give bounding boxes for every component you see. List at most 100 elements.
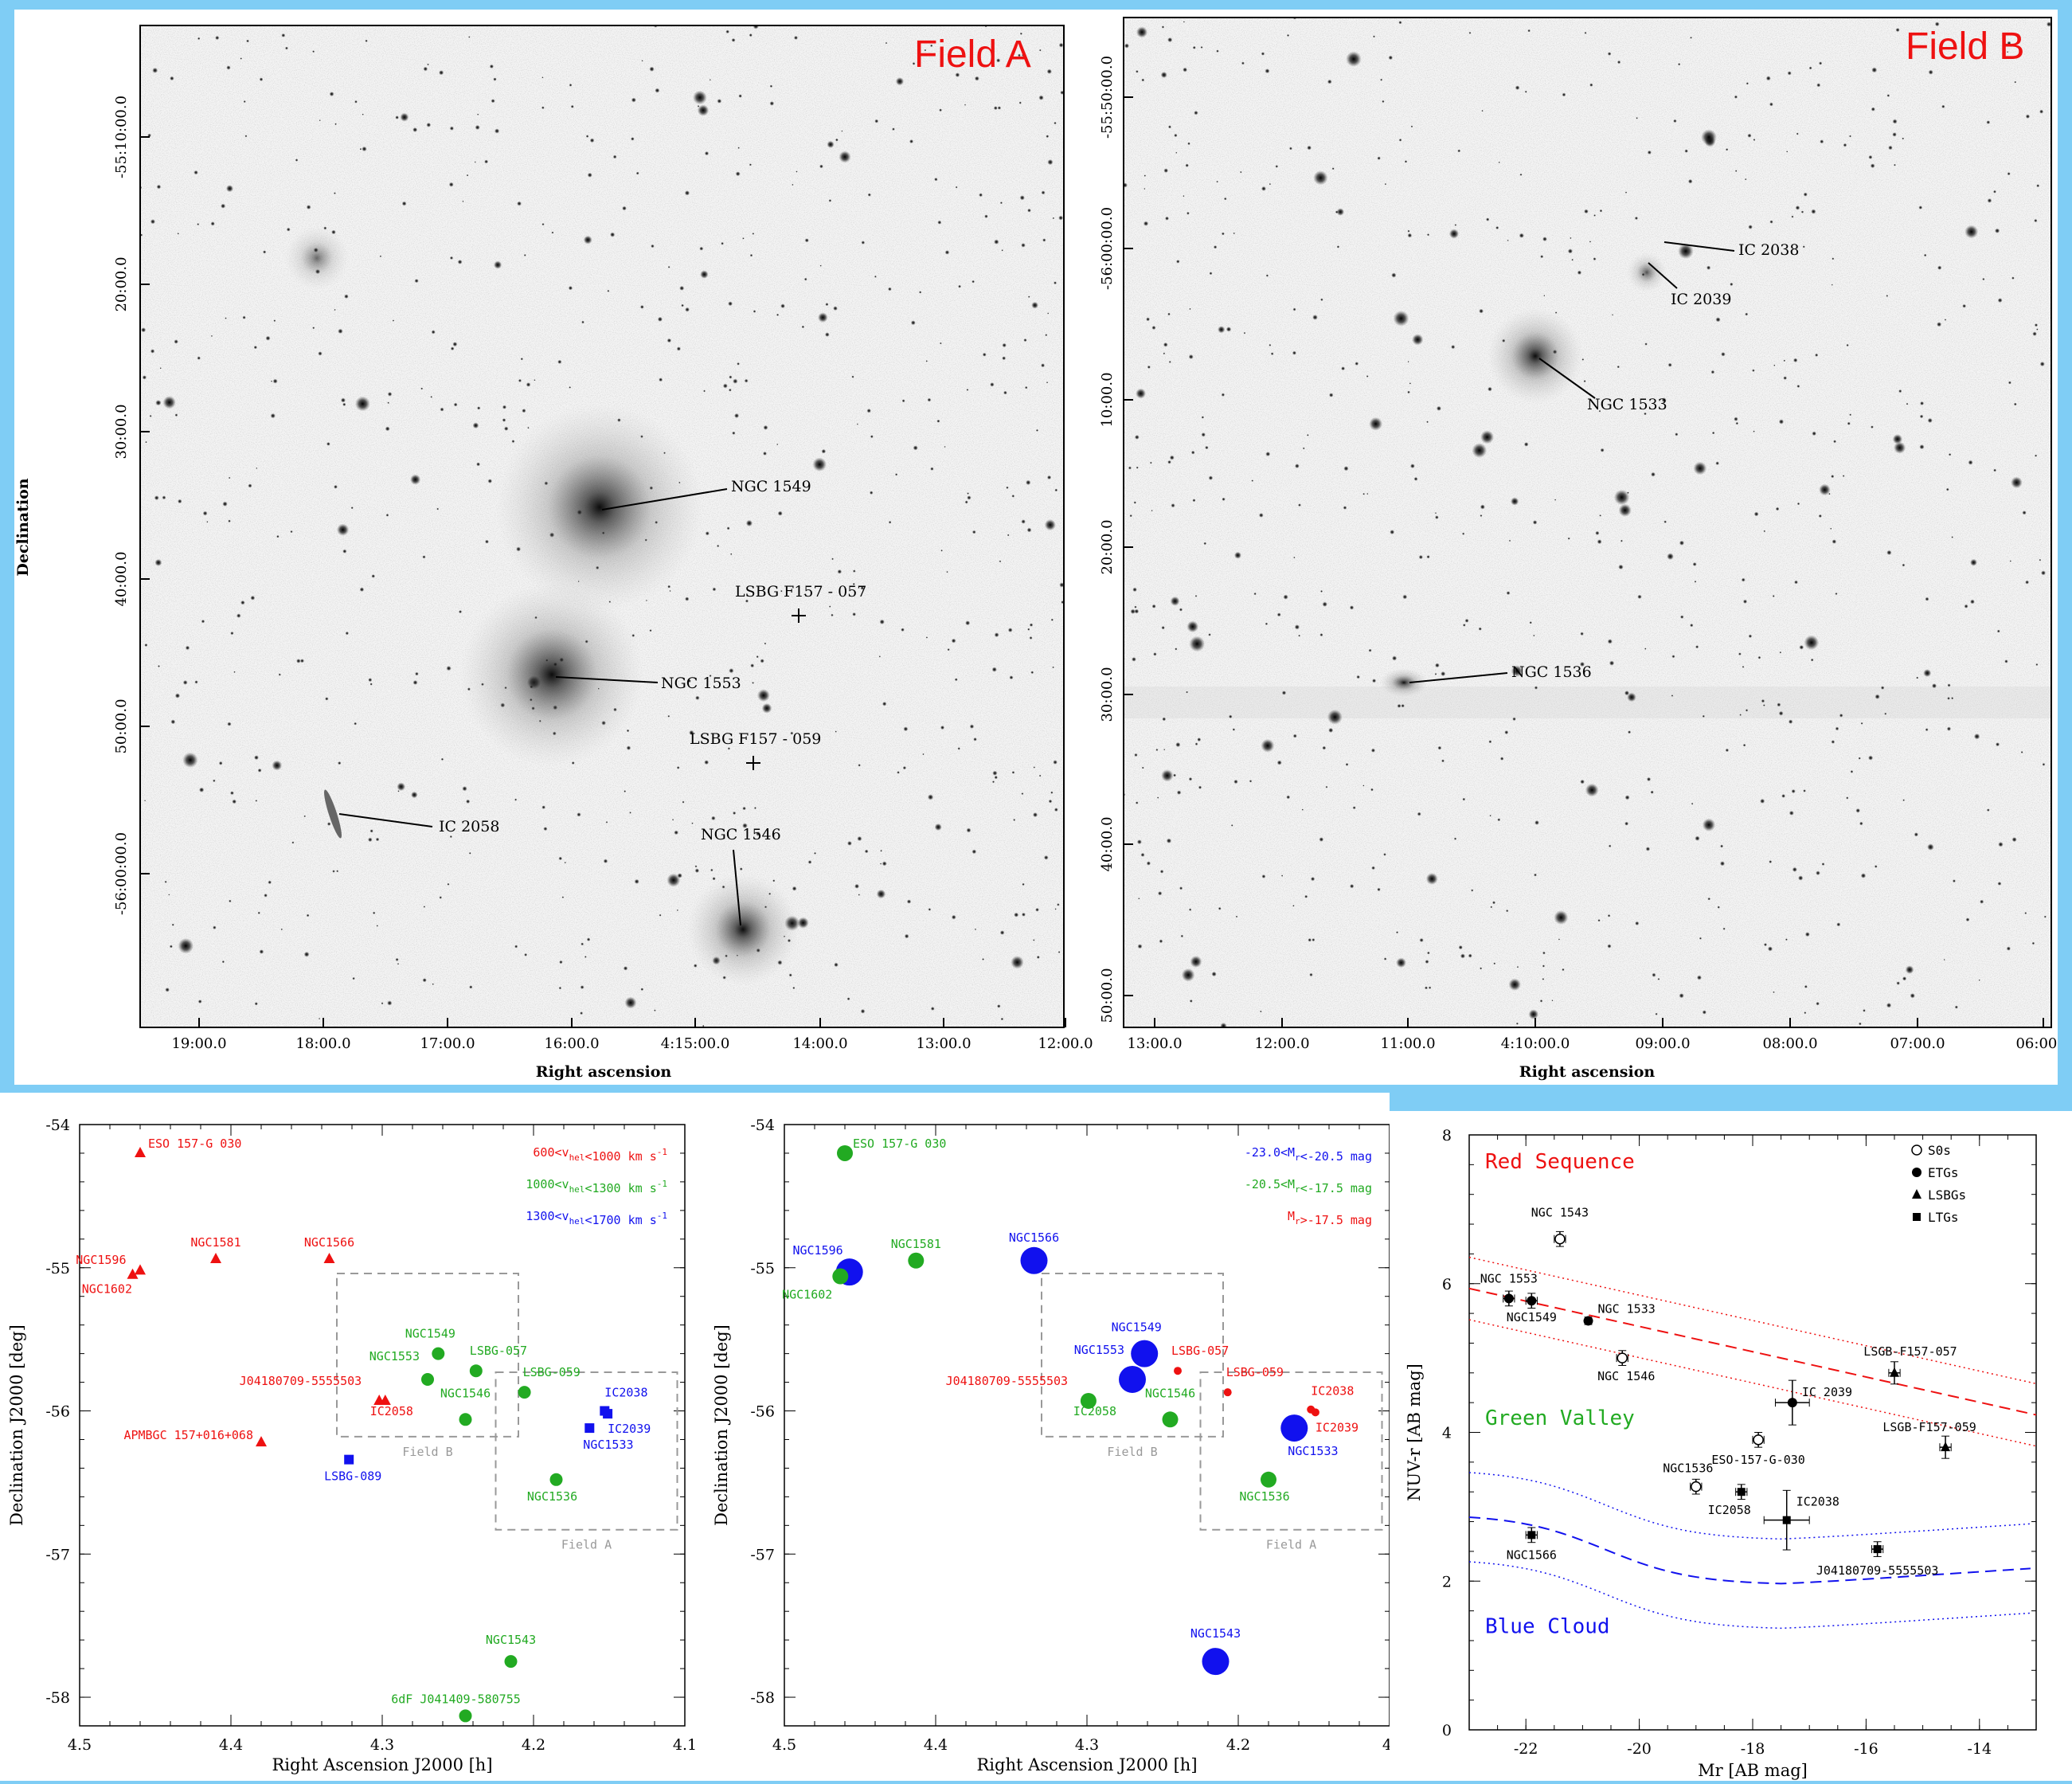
star: [1748, 634, 1753, 639]
star: [1609, 660, 1615, 666]
star: [1276, 760, 1282, 765]
star: [1362, 784, 1365, 787]
star: [280, 928, 283, 931]
data-point: [832, 1268, 849, 1285]
star: [866, 409, 871, 413]
star: [1634, 216, 1639, 221]
star: [1627, 491, 1629, 495]
star: [1189, 307, 1191, 311]
data-point: [1174, 1367, 1182, 1375]
star: [1831, 284, 1833, 286]
star: [991, 780, 995, 784]
star: [1931, 683, 1937, 689]
star: [1190, 955, 1202, 968]
star: [964, 104, 967, 106]
star: [1859, 1022, 1862, 1026]
star: [1480, 514, 1483, 518]
star: [1027, 208, 1031, 213]
star: [1498, 161, 1500, 164]
star: [1366, 375, 1369, 378]
y-tick-label: -55:10:00.0: [113, 96, 130, 178]
star: [564, 861, 566, 864]
star: [1675, 432, 1679, 436]
star: [259, 949, 264, 954]
star: [1000, 1017, 1004, 1021]
star: [1169, 455, 1175, 460]
star: [1185, 163, 1189, 167]
star: [971, 849, 977, 855]
star: [1402, 594, 1408, 600]
star: [623, 966, 628, 971]
star: [738, 94, 742, 98]
star: [1886, 550, 1892, 555]
star: [1734, 417, 1738, 421]
star: [913, 445, 918, 451]
field-b-pointer-lines: [1409, 241, 1735, 683]
star: [1153, 652, 1157, 656]
star: [1678, 63, 1681, 66]
field-a-ylabel: Declination: [14, 478, 32, 576]
star: [1007, 534, 1010, 537]
x-tick-label: 18:00.0: [295, 1035, 350, 1052]
star: [705, 531, 710, 536]
data-point: [1737, 1488, 1746, 1496]
star: [1671, 655, 1675, 659]
star: [165, 988, 170, 992]
star: [1835, 726, 1839, 731]
star: [1993, 468, 1997, 472]
star: [964, 500, 968, 504]
star: [1042, 238, 1046, 242]
star: [332, 870, 335, 873]
star: [1384, 182, 1387, 186]
star: [659, 914, 662, 917]
star: [198, 787, 205, 792]
star: [154, 495, 159, 501]
star: [1925, 728, 1929, 732]
star: [982, 352, 987, 357]
star: [958, 284, 962, 288]
star: [1993, 190, 1996, 194]
star: [2022, 511, 2027, 515]
data-point: [1503, 1293, 1514, 1304]
star: [1937, 265, 1942, 270]
star: [558, 986, 562, 990]
star: [340, 397, 346, 403]
star: [1534, 820, 1539, 825]
star: [839, 151, 851, 163]
star: [1902, 137, 1905, 140]
star: [369, 683, 373, 686]
star: [312, 50, 315, 53]
star: [1419, 937, 1424, 943]
star: [1404, 160, 1408, 163]
star: [821, 448, 827, 454]
star: [726, 526, 730, 530]
star: [1201, 416, 1205, 419]
star: [1308, 937, 1312, 942]
star: [1137, 944, 1143, 949]
star: [733, 378, 738, 384]
star: [1174, 133, 1178, 138]
star: [1519, 173, 1523, 176]
star: [1480, 504, 1485, 510]
star: [1607, 914, 1611, 917]
star: [1454, 224, 1457, 226]
star: [1407, 229, 1410, 233]
star: [1808, 66, 1812, 70]
star: [1757, 655, 1761, 659]
star: [484, 159, 489, 164]
star: [1579, 661, 1585, 667]
field-a-frame: [139, 25, 1065, 1028]
point-label: NGC1533: [1288, 1444, 1338, 1458]
star: [1951, 536, 1953, 538]
star: [763, 424, 768, 430]
star: [213, 925, 217, 929]
star: [201, 619, 205, 624]
star: [569, 83, 573, 87]
star: [2039, 558, 2042, 561]
star: [586, 937, 591, 941]
star: [640, 988, 644, 992]
star: [1516, 965, 1519, 968]
star: [401, 201, 407, 206]
star: [1717, 906, 1720, 909]
star: [1489, 815, 1491, 817]
